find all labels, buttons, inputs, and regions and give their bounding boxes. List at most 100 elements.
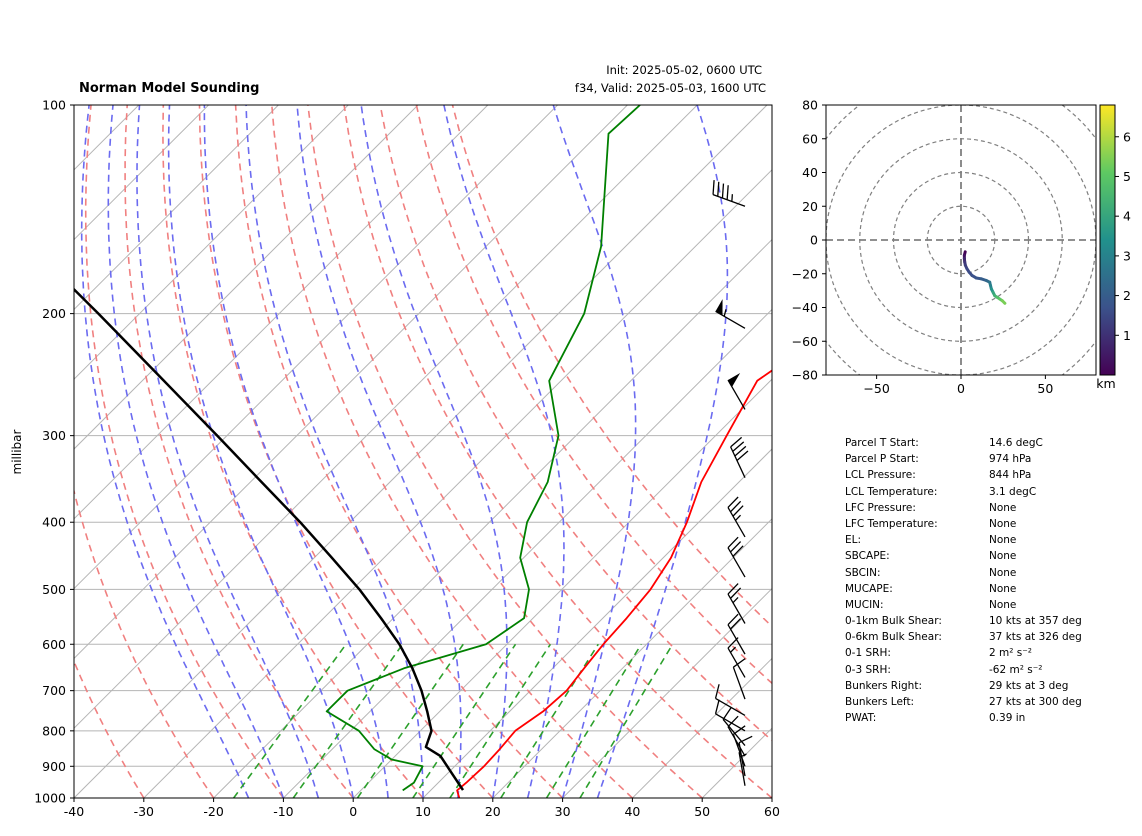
hodograph-y-tick-label: 40	[802, 165, 818, 180]
hodograph-y-tick-label: −20	[792, 266, 818, 281]
x-tick-label: 30	[555, 804, 571, 819]
param-value: None	[989, 502, 1016, 514]
colorbar-tick-label: 2	[1123, 288, 1131, 303]
hodograph-y-tick-label: 60	[802, 131, 818, 146]
hodograph-y-tick-label: −40	[792, 300, 818, 315]
isotherm-line	[772, 105, 1142, 798]
hodograph-y-tick-label: −60	[792, 334, 818, 349]
moist-adiabat-line	[108, 105, 283, 798]
wind-barb	[728, 497, 745, 537]
dry-adiabat-line	[45, 105, 214, 798]
param-value: None	[989, 518, 1016, 530]
isotherm-line	[283, 105, 976, 798]
x-tick-label: 10	[415, 804, 431, 819]
colorbar-tick-label: 3	[1123, 248, 1131, 263]
y-tick-label: 600	[42, 637, 66, 652]
wind-barb	[733, 659, 745, 699]
y-tick-label: 400	[42, 515, 66, 530]
x-tick-label: 20	[485, 804, 501, 819]
hodograph-y-tick-label: 20	[802, 199, 818, 214]
chart-title: Norman Model Sounding	[79, 81, 259, 96]
moist-adiabat-line	[137, 105, 318, 798]
moist-adiabat-line	[246, 105, 423, 798]
mixing-ratio-line	[293, 644, 402, 798]
param-value: 974 hPa	[989, 453, 1031, 465]
y-tick-label: 1000	[34, 791, 66, 806]
y-tick-label: 900	[42, 759, 66, 774]
isotherm-line	[74, 105, 767, 798]
y-axis-label: millibar	[10, 429, 24, 474]
param-value: None	[989, 599, 1016, 611]
x-tick-label: -40	[64, 804, 84, 819]
x-tick-label: 0	[349, 804, 357, 819]
param-value: 0.39 in	[989, 712, 1025, 724]
hodograph-x-tick-label: −50	[863, 381, 889, 396]
param-label: LFC Pressure:	[845, 502, 916, 514]
isotherm-line	[702, 105, 1142, 798]
param-label: LFC Temperature:	[845, 518, 938, 530]
param-value: None	[989, 534, 1016, 546]
param-value: 27 kts at 300 deg	[989, 696, 1082, 708]
x-tick-label: -20	[203, 804, 223, 819]
valid-time: f34, Valid: 2025-05-03, 1600 UTC	[575, 81, 766, 95]
param-value: 29 kts at 3 deg	[989, 680, 1068, 692]
param-value: 3.1 degC	[989, 486, 1036, 498]
param-label: Parcel P Start:	[845, 453, 919, 465]
param-label: MUCIN:	[845, 599, 884, 611]
param-label: SBCIN:	[845, 567, 881, 579]
x-tick-label: 40	[624, 804, 640, 819]
param-label: 0-3 SRH:	[845, 664, 891, 676]
x-tick-label: 60	[764, 804, 780, 819]
param-label: PWAT:	[845, 712, 876, 724]
isotherm-line	[423, 105, 1116, 798]
y-tick-label: 200	[42, 306, 66, 321]
param-label: SBCAPE:	[845, 550, 890, 562]
param-label: LCL Pressure:	[845, 469, 916, 481]
y-tick-label: 300	[42, 428, 66, 443]
hodograph-x-tick-label: 50	[1037, 381, 1053, 396]
mixing-ratio-line	[501, 644, 598, 798]
x-tick-label: -10	[273, 804, 293, 819]
wind-barb	[713, 180, 745, 206]
param-value: 2 m² s⁻²	[989, 647, 1032, 659]
param-label: 0-6km Bulk Shear:	[845, 631, 942, 643]
colorbar-tick-label: 4	[1123, 209, 1131, 224]
param-label: 0-1 SRH:	[845, 647, 891, 659]
param-label: EL:	[845, 534, 861, 546]
dry-adiabat-line	[200, 105, 493, 798]
param-value: None	[989, 583, 1016, 595]
wind-barb	[728, 373, 745, 409]
param-label: MUCAPE:	[845, 583, 893, 595]
wind-barb	[728, 537, 745, 577]
param-label: Bunkers Left:	[845, 696, 914, 708]
colorbar-tick-label: 5	[1123, 169, 1131, 184]
isotherm-line	[632, 105, 1142, 798]
y-tick-label: 700	[42, 683, 66, 698]
param-label: Parcel T Start:	[845, 437, 919, 449]
hodograph-y-tick-label: 0	[810, 233, 818, 248]
colorbar	[1100, 105, 1115, 375]
isotherm-line	[353, 105, 1046, 798]
param-value: -62 m² s⁻²	[989, 664, 1042, 676]
isotherm-line	[563, 105, 1142, 798]
hodograph-segment	[1002, 301, 1005, 304]
init-time: Init: 2025-05-02, 0600 UTC	[606, 63, 762, 77]
param-value: 37 kts at 326 deg	[989, 631, 1082, 643]
hodograph-x-tick-label: 0	[957, 381, 965, 396]
y-tick-label: 800	[42, 723, 66, 738]
param-value: 844 hPa	[989, 469, 1031, 481]
dry-adiabat-line	[86, 105, 284, 798]
colorbar-label: km	[1096, 376, 1115, 391]
y-tick-label: 500	[42, 582, 66, 597]
param-label: LCL Temperature:	[845, 486, 937, 498]
hodograph-y-tick-label: −80	[792, 368, 818, 383]
dry-adiabat-line	[344, 105, 772, 798]
x-tick-label: -30	[134, 804, 154, 819]
hodograph-y-tick-label: 80	[802, 98, 818, 113]
colorbar-tick-label: 1	[1123, 328, 1131, 343]
param-value: 10 kts at 357 deg	[989, 615, 1082, 627]
